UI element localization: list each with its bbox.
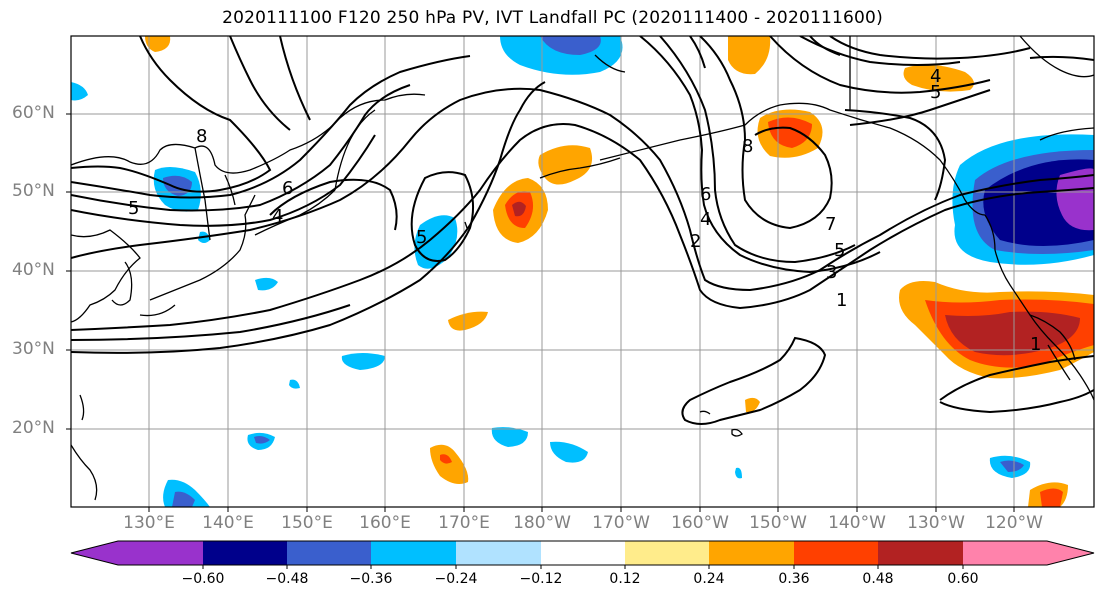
contour-label: 4 [700,209,711,230]
lat-label: 50°N [12,181,55,201]
lon-label: 150°W [749,513,807,533]
lon-label: 150°E [281,513,333,533]
contour-label: 7 [825,214,836,235]
contour-label: 6 [700,184,711,205]
contour-label: 5 [128,198,139,219]
colorbar-tick-label: 0.12 [609,571,641,587]
lon-label: 120°W [985,513,1043,533]
lat-label: 60°N [12,103,55,123]
colorbar-tick-label: 0.24 [693,571,725,587]
contour-label: 4 [272,206,283,227]
lon-label: 140°E [202,513,254,533]
lon-label: 180°W [513,513,571,533]
lon-label: 130°E [123,513,175,533]
lat-label: 20°N [12,418,55,438]
lon-label: 160°W [671,513,729,533]
colorbar-tick-label: 0.36 [778,571,810,587]
contour-label: 2 [690,231,701,252]
colorbar-extend-low [71,541,118,565]
colorbar-tick-label: −0.60 [181,571,225,587]
contour-label: 5 [834,240,845,261]
colorbar-tick-label: −0.36 [349,571,393,587]
contour-label: 5 [416,227,427,248]
contour-label: 4 [930,66,941,87]
contour-label: 1 [836,290,847,311]
contour-label: 8 [196,126,207,147]
contour-label-group: 8 6 5 4 5 8 7 6 5 4 3 2 1 1 4 5 [128,66,1041,355]
contour-label: 8 [742,136,753,157]
colorbar-tick-label: 0.60 [947,571,979,587]
contour-label: 5 [930,82,941,103]
map-title: 2020111100 F120 250 hPa PV, IVT Landfall… [222,8,883,28]
contour-label: 3 [826,262,837,283]
colorbar-tick-label: −0.24 [434,571,478,587]
lon-label: 160°E [359,513,411,533]
axis-ticks [66,113,1015,512]
colorbar-tick-label: −0.12 [519,571,563,587]
colorbar [70,540,1095,569]
coastlines [71,36,1094,501]
contour-label: 6 [282,178,293,199]
lon-label: 140°W [828,513,886,533]
contour-label: 1 [1030,334,1041,355]
lon-label: 130°W [907,513,965,533]
lat-label: 40°N [12,260,55,280]
colorbar-extend-high [1047,541,1094,565]
colorbar-tick-label: 0.48 [862,571,894,587]
lon-label: 170°E [438,513,490,533]
colorbar-outline [70,540,1095,566]
lat-label: 30°N [12,339,55,359]
lon-label: 170°W [592,513,650,533]
pv-contours [71,36,1094,425]
colorbar-tick-label: −0.48 [265,571,309,587]
